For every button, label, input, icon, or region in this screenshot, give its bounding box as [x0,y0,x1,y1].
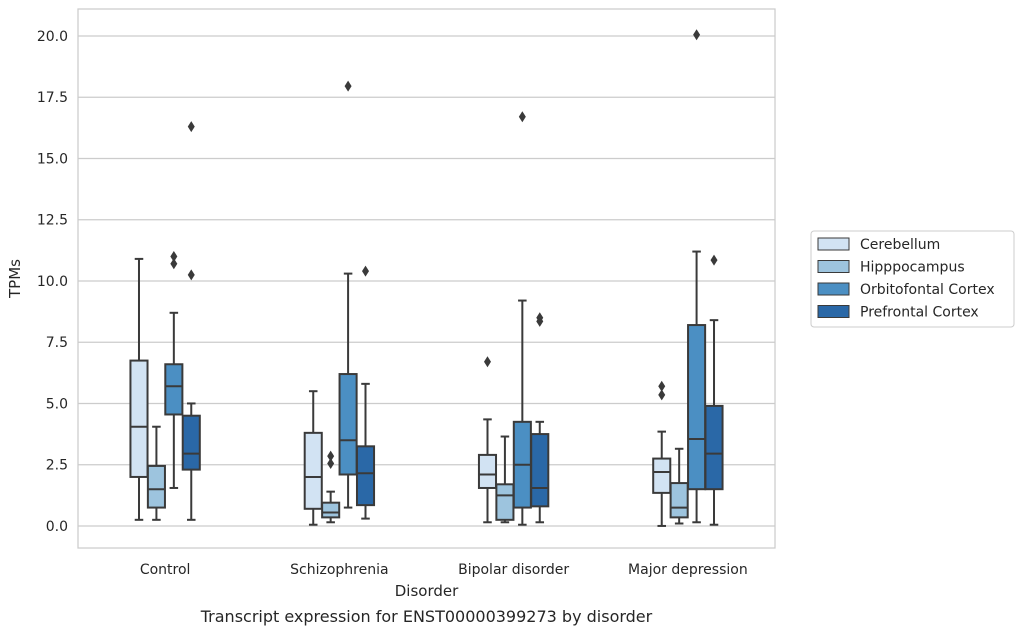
outlier-point [483,356,491,368]
iqr-box [477,453,498,489]
plot-frame [77,8,776,549]
y-tick-label: 15.0 [37,151,68,167]
y-tick-label: 0.0 [46,519,68,535]
iqr-box [495,483,515,521]
outlier-point [170,258,178,270]
box-orbitofontal-cortex [338,80,358,509]
box-orbitofontal-cortex [687,29,707,524]
x-tick-label: Schizophrenia [290,562,388,578]
x-tick-label: Major depression [628,562,748,578]
iqr-box [164,363,184,416]
y-tick-label: 2.5 [46,458,68,474]
iqr-box [687,324,707,491]
legend-swatch [817,260,850,273]
plot-area [129,29,724,527]
y-tick-label: 10.0 [37,274,68,290]
y-tick-label: 12.5 [37,213,68,229]
box-orbitofontal-cortex [164,250,184,489]
iqr-box [530,433,550,508]
outlier-point [693,29,701,41]
iqr-box [146,464,166,509]
legend-swatch [817,305,850,318]
outlier-point [170,250,178,262]
y-tick-label: 17.5 [37,90,68,106]
chart-caption: Transcript expression for ENST0000039927… [200,607,653,626]
y-tick-label: 20.0 [37,29,68,45]
outlier-point [658,389,666,401]
iqr-box [652,457,672,494]
box-hipppocampus [146,425,166,521]
iqr-box [129,359,149,478]
iqr-box [704,404,724,491]
x-axis-ticks: Control Schizophrenia Bipolar disorder Majo… [140,562,748,578]
outlier-point [710,254,718,266]
x-tick-label: Control [140,562,191,578]
outlier-point [362,265,370,277]
iqr-box [669,482,689,519]
outlier-point [658,380,666,392]
legend: Cerebellum Hipppocampus Orbitofontal Corte… [810,230,1015,328]
box-cerebellum [477,356,498,524]
box-hipppocampus [321,450,341,524]
box-hipppocampus [495,435,515,524]
iqr-box [355,445,376,507]
box-orbitofontal-cortex [512,111,532,526]
legend-frame [810,230,1015,328]
x-tick-label: Bipolar disorder [458,562,569,578]
outlier-point [536,312,544,324]
outlier-point [327,457,335,469]
box-prefrontal-cortex [181,121,201,521]
outlier-point [187,121,195,133]
box-hipppocampus [669,447,689,525]
legend-label: Prefrontal Cortex [860,305,979,321]
box-prefrontal-cortex [355,265,376,520]
box-cerebellum [303,390,323,526]
legend-swatch [817,237,850,251]
y-tick-label: 5.0 [46,396,68,412]
outlier-point [327,450,335,462]
y-axis-ticks: 0.0 2.5 5.0 7.5 10.0 12.5 15.0 17.5 20.0 [37,29,68,535]
iqr-box [181,414,201,471]
legend-label: Orbitofontal Cortex [860,282,995,298]
y-axis-label: TPMs [6,259,24,299]
x-axis-label: Disorder [395,582,459,600]
legend-swatch [817,282,850,296]
box-cerebellum [129,257,149,521]
box-prefrontal-cortex [530,312,550,524]
legend-label: Cerebellum [860,237,940,253]
box-prefrontal-cortex [704,254,724,526]
iqr-box [303,431,323,510]
outlier-point [344,80,352,92]
legend-label: Hipppocampus [860,260,965,276]
outlier-point [187,269,195,281]
iqr-box [338,373,358,476]
y-tick-label: 7.5 [46,335,68,351]
iqr-box [321,501,341,519]
box-cerebellum [652,380,672,527]
outlier-point [518,111,526,123]
